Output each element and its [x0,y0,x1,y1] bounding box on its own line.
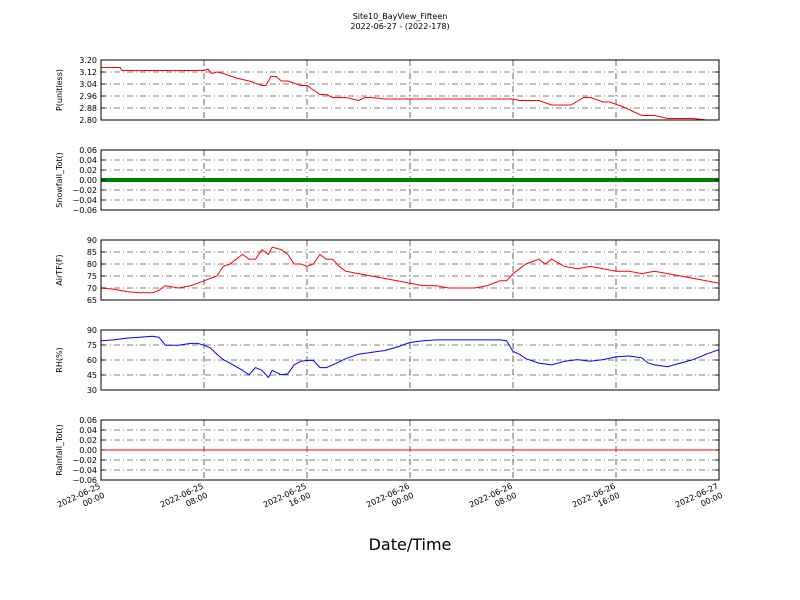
panel-frame [100,239,720,301]
y-tick-label: −0.02 [72,186,97,195]
y-tick-label: 0.04 [79,426,97,435]
y-tick-label: 80 [87,260,97,269]
y-tick-label: −0.04 [72,196,97,205]
series-line-2-0 [100,246,720,294]
y-tick-label: 2.80 [79,116,97,125]
x-tick-label: 2022-06-2508:00 [159,482,209,519]
chart-panels: 3.203.123.042.962.882.80P(unitless)0.060… [55,56,720,485]
x-tick-label: 2022-06-2600:00 [365,482,415,519]
y-tick-label: 0.06 [79,146,97,155]
y-tick-label: 70 [87,284,97,293]
chart-title: Site10_BayView_Fifteen [353,12,448,21]
y-axis-label: Rainfall_Tot() [55,424,64,476]
y-tick-label: 2.96 [79,92,97,101]
x-tick-label: 2022-06-2700:00 [674,482,724,519]
chart-subtitle: 2022-06-27 - (2022-178) [350,22,449,31]
y-tick-label: 45 [87,371,97,380]
panel-4: 0.060.040.020.00−0.02−0.04−0.06 Rainfall_… [55,416,720,485]
y-tick-label: 90 [87,326,97,335]
y-axis-label: Snowfall_Tot() [55,152,64,208]
panel-3: 90 75 60 45 30 RH(%) [55,326,720,395]
y-tick-label: 3.12 [79,68,97,77]
y-tick-label: 0.04 [79,156,97,165]
series-line-3-0 [100,335,720,379]
y-tick-label: 75 [87,272,97,281]
y-tick-label: 0.02 [79,436,97,445]
y-tick-label: −0.06 [72,206,97,215]
y-axis-label: AirTF(F) [55,254,64,285]
y-tick-label: 3.20 [79,56,97,65]
y-tick-label: 2.88 [79,104,97,113]
y-axis-label: RH(%) [55,347,64,372]
x-tick-label: 2022-06-2516:00 [262,482,312,519]
panel-1: 0.060.040.020.00−0.02−0.04−0.06 Snowfall_… [55,146,720,215]
panel-2: 90 85 80 75 70 65 AirTF(F) [55,236,720,305]
x-axis-ticks: 2022-06-2500:00 2022-06-2508:00 2022-06-25… [56,482,724,519]
y-tick-label: 75 [87,341,97,350]
y-tick-label: 0.00 [79,176,97,185]
y-tick-label: −0.06 [72,476,97,485]
y-tick-label: 0.00 [79,446,97,455]
panel-frame [100,59,720,121]
x-tick-label: 2022-06-2500:00 [56,482,106,519]
y-tick-label: 30 [87,386,97,395]
y-tick-label: −0.02 [72,456,97,465]
series-line-0-0 [101,67,719,121]
x-tick-label: 2022-06-2616:00 [571,482,621,519]
y-tick-label: 65 [87,296,97,305]
y-tick-label: 3.04 [79,80,97,89]
y-axis-label: P(unitless) [55,69,64,111]
x-tick-label: 2022-06-2608:00 [468,482,518,519]
y-tick-label: 0.02 [79,166,97,175]
y-tick-label: 60 [87,356,97,365]
y-tick-label: 85 [87,248,97,257]
y-tick-label: 90 [87,236,97,245]
y-tick-label: 0.06 [79,416,97,425]
y-tick-label: −0.04 [72,466,97,475]
x-axis-label: Date/Time [369,535,452,554]
panel-0: 3.20 3.12 3.04 2.96 2.88 2.80 P(unitless) [55,56,720,125]
